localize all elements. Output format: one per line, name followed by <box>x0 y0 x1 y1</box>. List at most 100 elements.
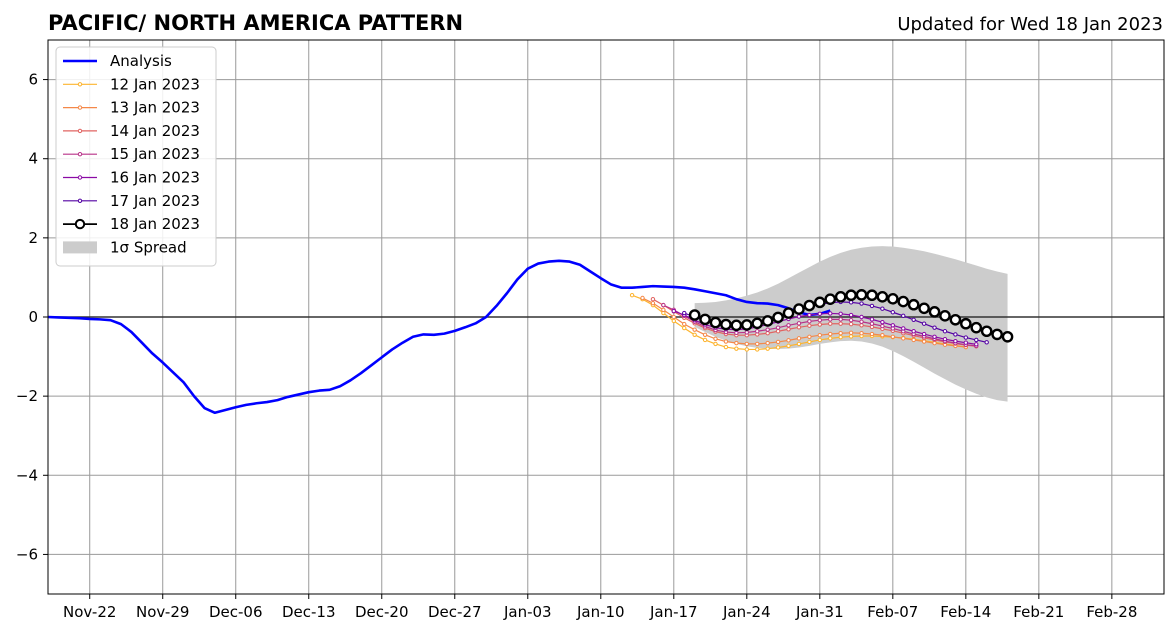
series-layer <box>47 259 1014 415</box>
forecast-point <box>855 289 868 301</box>
x-tick-label: Nov-29 <box>136 603 189 621</box>
legend-item: 17 Jan 2023 <box>63 192 200 210</box>
legend-marker <box>77 152 83 157</box>
forecast-point <box>880 319 885 325</box>
x-tick-label: Feb-21 <box>1013 603 1064 621</box>
x-tick-label: Jan-31 <box>795 603 844 621</box>
x-tick-label: Feb-07 <box>867 603 918 621</box>
forecast-point <box>786 323 791 328</box>
forecast-point <box>848 334 854 339</box>
forecast-point <box>953 332 958 337</box>
x-tick-label: Dec-13 <box>282 603 336 621</box>
forecast-point <box>796 341 802 347</box>
legend-items: Analysis 12 Jan 2023 13 Jan 2023 14 Jan 202… <box>63 52 200 256</box>
forecast-point <box>859 319 864 324</box>
x-tick-label: Nov-22 <box>63 603 116 621</box>
forecast-point <box>838 334 843 340</box>
forecast-point <box>848 317 854 323</box>
forecast-point <box>817 317 823 323</box>
legend-label: 13 Jan 2023 <box>110 99 200 117</box>
forecast-point <box>880 333 885 338</box>
legend-marker <box>77 128 83 134</box>
forecast-point <box>974 337 979 343</box>
x-tick-label: Jan-17 <box>649 603 698 621</box>
legend-marker <box>77 105 83 110</box>
forecast-point <box>734 340 739 346</box>
forecast-point <box>692 327 697 332</box>
forecast-point <box>817 322 823 327</box>
forecast-point <box>848 330 854 336</box>
legend-marker <box>77 198 83 204</box>
forecast-point <box>775 339 781 345</box>
forecast-point <box>755 347 760 352</box>
forecast-point <box>869 331 875 337</box>
forecast-point <box>661 302 666 308</box>
legend-item: 14 Jan 2023 <box>63 122 200 140</box>
forecast-point <box>713 336 718 341</box>
forecast-point <box>671 318 676 324</box>
forecast-point <box>876 291 889 303</box>
forecast-point <box>772 311 784 324</box>
y-tick-label: −2 <box>16 387 38 405</box>
forecast-point <box>932 334 937 339</box>
forecast-series <box>640 295 969 350</box>
legend-label: 12 Jan 2023 <box>110 75 200 93</box>
forecast-point <box>786 343 791 349</box>
forecast-point <box>709 316 722 329</box>
forecast-point <box>932 325 937 330</box>
forecast-point <box>880 323 885 329</box>
forecast-point <box>949 313 962 326</box>
forecast-point <box>682 321 687 327</box>
x-tick-label: Jan-03 <box>503 603 552 621</box>
forecast-point <box>828 317 833 322</box>
forecast-point <box>953 338 958 344</box>
forecast-point <box>650 300 656 306</box>
forecast-point <box>713 341 718 347</box>
legend-label: 18 Jan 2023 <box>110 215 200 233</box>
forecast-point <box>911 337 916 343</box>
forecast-point <box>869 303 875 309</box>
legend-label: Analysis <box>110 52 172 70</box>
forecast-point <box>723 339 729 344</box>
forecast-point <box>786 338 791 343</box>
forecast-point <box>671 308 676 314</box>
forecast-point <box>751 317 764 330</box>
forecast-point <box>963 335 969 340</box>
forecast-point <box>688 309 701 321</box>
forecast-point <box>744 347 750 352</box>
forecast-point <box>796 336 802 341</box>
forecast-point <box>817 333 823 338</box>
y-tick-label: −4 <box>16 466 38 484</box>
forecast-point <box>817 337 823 343</box>
forecast-point <box>755 329 760 334</box>
legend: Analysis 12 Jan 2023 13 Jan 2023 14 Jan 202… <box>55 46 217 267</box>
forecast-point <box>890 334 896 339</box>
analysis-line <box>47 259 831 415</box>
forecast-point <box>848 321 854 327</box>
x-tick-label: Jan-24 <box>722 603 771 621</box>
forecast-point <box>963 340 969 345</box>
forecast-point <box>775 325 781 330</box>
forecast-point <box>817 311 823 317</box>
forecast-point <box>970 321 983 334</box>
legend-item: 18 Jan 2023 <box>63 215 200 233</box>
legend-marker <box>77 82 83 87</box>
forecast-point <box>682 310 687 316</box>
legend-item: Analysis <box>63 52 172 70</box>
forecast-point <box>807 339 812 345</box>
forecast-point <box>880 306 885 311</box>
forecast-point <box>960 317 972 330</box>
forecast-point <box>921 339 927 344</box>
forecast-point <box>859 331 864 336</box>
forecast-point <box>859 301 864 306</box>
legend-item: 1σ Spread <box>63 238 187 256</box>
forecast-point <box>682 325 687 331</box>
forecast-point <box>921 321 927 326</box>
forecast-point <box>807 334 812 339</box>
forecast-point <box>744 330 750 335</box>
forecast-point <box>730 319 743 332</box>
legend-marker <box>77 175 83 180</box>
forecast-point <box>838 331 843 336</box>
legend-item: 15 Jan 2023 <box>63 145 200 163</box>
